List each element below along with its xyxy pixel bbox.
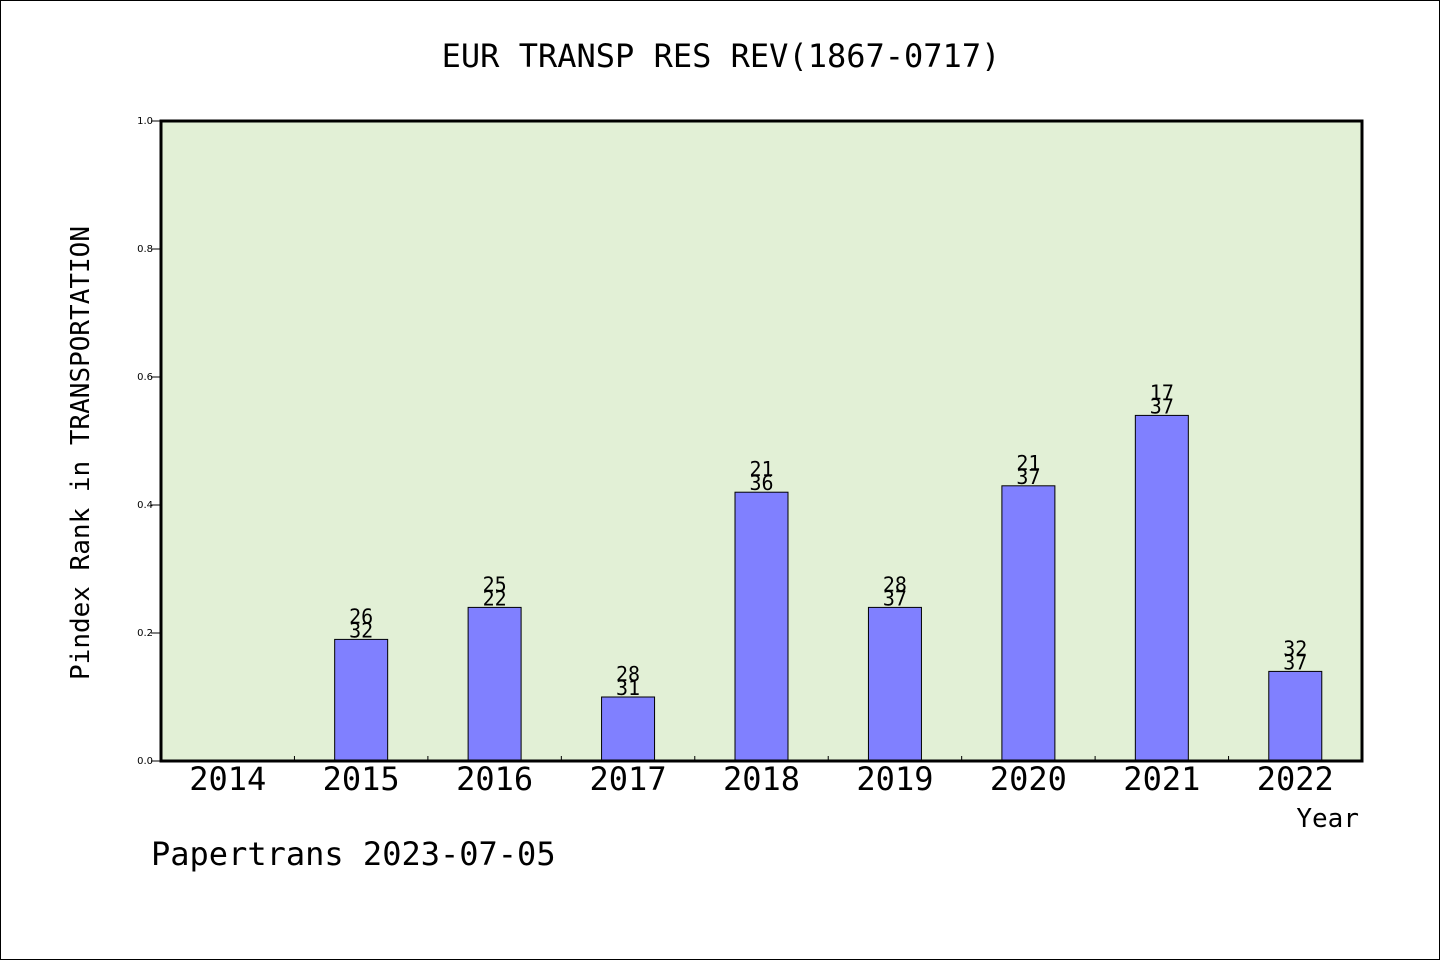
x-tick-label: 2022	[1257, 760, 1334, 798]
bar	[601, 696, 656, 762]
x-tick-label: 2018	[723, 760, 800, 798]
bar-rank-label: 21	[1016, 451, 1040, 475]
y-tick-label: 0.4	[137, 500, 153, 511]
bar-total-label: 32	[349, 618, 373, 642]
plot-border	[159, 119, 1364, 763]
bar	[867, 606, 922, 762]
bar	[334, 638, 389, 762]
bar-rank-label: 17	[1150, 380, 1174, 404]
x-axis: 2014 2015 2016 2017 2018 2019 2020 2021 2022	[189, 756, 1334, 798]
y-tick-label: 0.2	[137, 628, 153, 639]
footer-credit: Papertrans 2023-07-05	[151, 835, 556, 873]
chart-title: EUR TRANSP RES REV(1867-0717)	[442, 37, 1001, 75]
y-tick-label: 0.6	[137, 372, 153, 383]
bar-total-label: 37	[883, 586, 907, 610]
x-tick-label: 2020	[990, 760, 1067, 798]
bar	[1134, 414, 1189, 762]
y-tick-label: 0.0	[137, 756, 153, 767]
x-axis-label: Year	[1296, 804, 1359, 834]
x-tick-label: 2017	[590, 760, 667, 798]
bar-rank-label: 26	[349, 604, 373, 628]
y-axis-label: Pindex Rank in TRANSPORTATION	[66, 226, 96, 680]
bar-total-label: 37	[1150, 394, 1174, 418]
bar	[1001, 485, 1056, 762]
bar	[467, 606, 522, 762]
bar-rank-label: 28	[616, 662, 640, 686]
x-tick-label: 2015	[323, 760, 400, 798]
y-axis: 0.0 0.2 0.4 0.6 0.8 1.0	[137, 116, 161, 767]
bar-rank-label: 32	[1283, 636, 1307, 660]
bar-total-label: 31	[616, 676, 640, 700]
bar-rank-label: 21	[749, 457, 773, 481]
bar-rank-label: 28	[883, 572, 907, 596]
bar-rank-label: 25	[483, 572, 507, 596]
x-tick-label: 2014	[189, 760, 266, 798]
y-tick-label: 1.0	[137, 116, 153, 127]
bar-total-label: 37	[1016, 465, 1040, 489]
x-tick-label: 2021	[1123, 760, 1200, 798]
bar	[1268, 670, 1323, 762]
x-tick-label: 2019	[856, 760, 933, 798]
bar	[734, 491, 789, 762]
bar-total-label: 36	[749, 471, 773, 495]
bar-total-label: 22	[483, 586, 507, 610]
y-tick-label: 0.8	[137, 244, 153, 255]
bar-total-label: 37	[1283, 650, 1307, 674]
x-tick-label: 2016	[456, 760, 533, 798]
